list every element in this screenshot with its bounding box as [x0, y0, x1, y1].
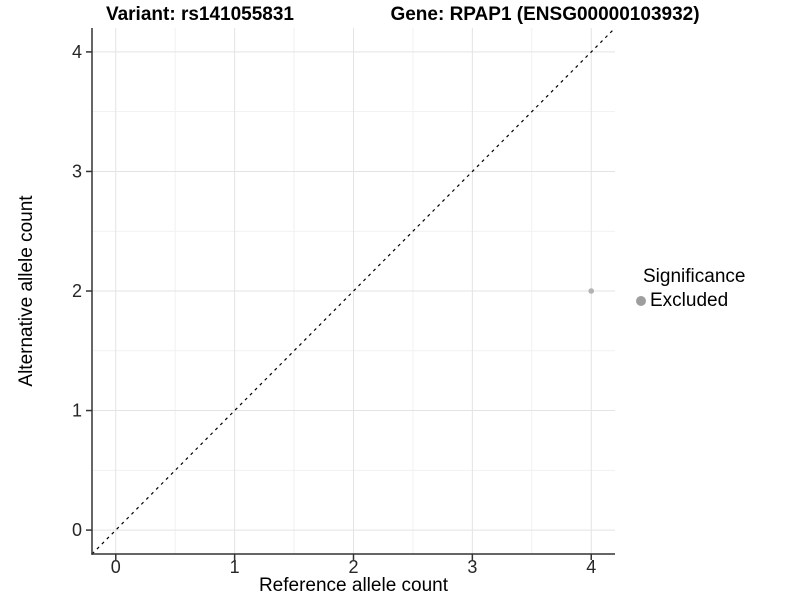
y-axis-title: Alternative allele count	[16, 195, 37, 387]
y-tick-label: 1	[72, 401, 82, 421]
data-point	[588, 288, 595, 294]
legend-title: Significance	[643, 266, 746, 287]
y-tick-label: 2	[72, 281, 82, 301]
x-tick-label: 0	[111, 557, 121, 577]
x-tick-label: 2	[348, 557, 358, 577]
plot-title-variant: Variant: rs141055831	[105, 4, 295, 25]
legend: Significance Excluded	[636, 266, 745, 312]
y-tick-label: 4	[72, 42, 82, 62]
legend-item-excluded: Excluded	[636, 290, 745, 312]
y-tick-label: 3	[72, 161, 82, 181]
y-tick-label: 0	[72, 520, 82, 540]
x-tick-label: 3	[467, 557, 477, 577]
legend-point-icon	[636, 296, 646, 306]
x-tick-label: 1	[230, 557, 240, 577]
identity-line	[91, 27, 616, 555]
legend-item-label: Excluded	[650, 290, 729, 311]
x-axis-title: Reference allele count	[258, 575, 449, 596]
x-tick-label: 4	[586, 557, 596, 577]
plot-title-gene: Gene: RPAP1 (ENSG00000103932)	[390, 4, 700, 25]
